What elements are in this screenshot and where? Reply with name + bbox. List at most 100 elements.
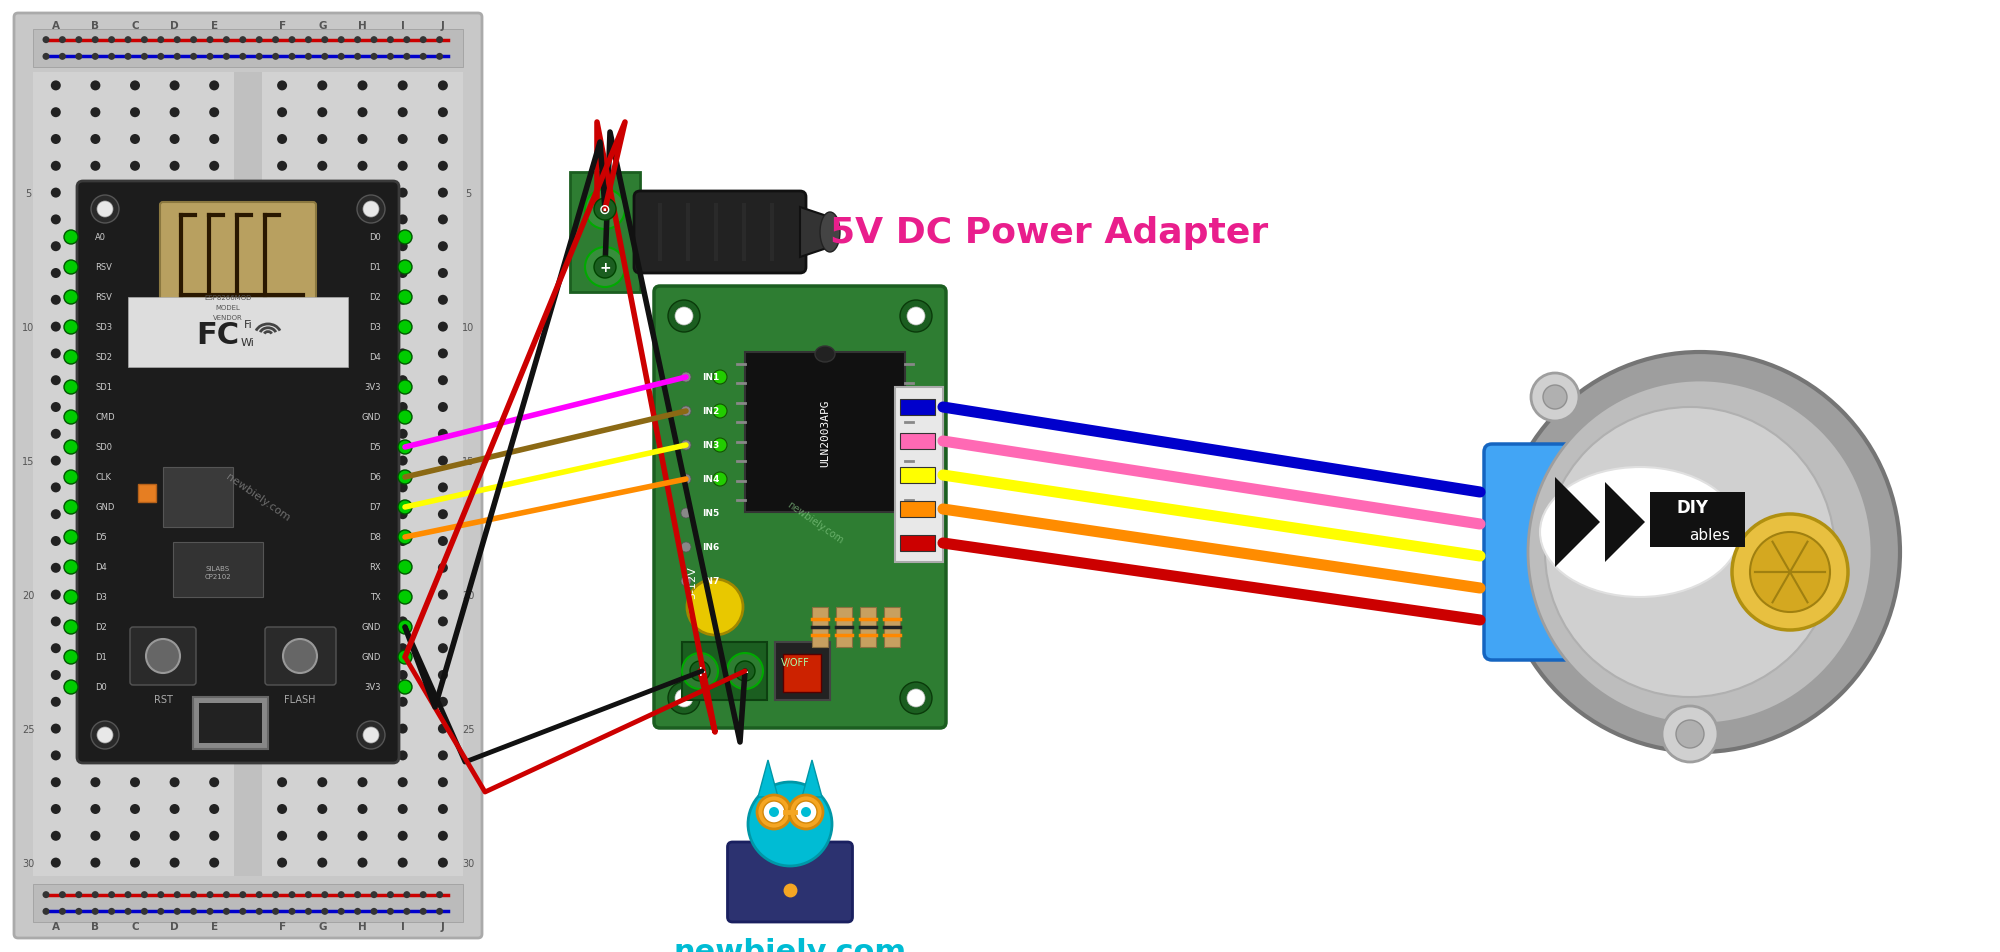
Circle shape (398, 621, 412, 634)
Bar (128, 298, 348, 367)
Text: D0: D0 (96, 683, 106, 692)
Text: 5-12V: 5-12V (688, 566, 698, 599)
Bar (900, 535, 936, 551)
Text: H: H (358, 21, 366, 31)
Circle shape (682, 576, 692, 586)
Circle shape (222, 54, 230, 61)
Circle shape (438, 697, 448, 707)
Circle shape (130, 697, 140, 707)
Text: F: F (278, 21, 286, 31)
Circle shape (278, 109, 288, 118)
Circle shape (174, 54, 180, 61)
Circle shape (278, 295, 288, 306)
Polygon shape (1604, 483, 1644, 563)
Circle shape (64, 530, 78, 545)
Circle shape (130, 295, 140, 306)
Circle shape (358, 456, 368, 466)
Text: 15: 15 (22, 456, 34, 466)
Circle shape (206, 54, 214, 61)
Circle shape (124, 37, 132, 44)
Circle shape (210, 323, 220, 332)
Circle shape (272, 54, 280, 61)
Circle shape (170, 268, 180, 279)
Circle shape (210, 778, 220, 787)
Text: D6: D6 (370, 473, 382, 482)
Polygon shape (758, 761, 778, 797)
Circle shape (358, 831, 368, 841)
Circle shape (398, 230, 412, 245)
Circle shape (92, 908, 98, 915)
Bar (174, 543, 264, 597)
Text: RST: RST (154, 694, 172, 704)
Circle shape (358, 188, 368, 198)
Circle shape (438, 858, 448, 867)
Circle shape (358, 804, 368, 814)
Circle shape (170, 590, 180, 600)
Bar (200, 704, 262, 744)
Text: IN2: IN2 (702, 407, 720, 416)
Circle shape (210, 242, 220, 252)
Circle shape (398, 441, 412, 454)
Circle shape (130, 778, 140, 787)
Circle shape (76, 908, 82, 915)
Circle shape (50, 778, 60, 787)
Circle shape (304, 891, 312, 898)
Circle shape (90, 778, 100, 787)
Circle shape (92, 891, 98, 898)
Circle shape (364, 202, 380, 218)
Circle shape (170, 831, 180, 841)
Circle shape (272, 908, 280, 915)
Circle shape (438, 242, 448, 252)
Circle shape (358, 750, 368, 761)
Circle shape (98, 727, 114, 744)
Circle shape (398, 650, 412, 664)
Circle shape (50, 295, 60, 306)
Circle shape (170, 750, 180, 761)
Circle shape (90, 858, 100, 867)
Bar (836, 607, 852, 647)
Circle shape (278, 858, 288, 867)
Text: D7: D7 (370, 503, 382, 512)
Circle shape (50, 831, 60, 841)
Circle shape (398, 590, 412, 605)
Circle shape (170, 349, 180, 359)
Text: RX: RX (370, 563, 382, 572)
Circle shape (130, 81, 140, 91)
Text: IN4: IN4 (702, 475, 720, 484)
Bar (776, 643, 830, 701)
Circle shape (170, 670, 180, 681)
Circle shape (272, 891, 280, 898)
Ellipse shape (820, 213, 840, 252)
Text: A: A (52, 921, 60, 931)
Text: D2: D2 (370, 293, 382, 302)
Text: D1: D1 (370, 263, 382, 272)
Text: +: + (694, 664, 706, 678)
Circle shape (50, 564, 60, 573)
Circle shape (358, 644, 368, 653)
Circle shape (90, 349, 100, 359)
Text: 20: 20 (22, 590, 34, 600)
Circle shape (438, 295, 448, 306)
Circle shape (50, 429, 60, 439)
Circle shape (398, 429, 408, 439)
Circle shape (222, 891, 230, 898)
Circle shape (318, 804, 328, 814)
Circle shape (278, 778, 288, 787)
Circle shape (206, 908, 214, 915)
Text: GND: GND (362, 623, 382, 632)
Circle shape (170, 81, 180, 91)
Circle shape (170, 536, 180, 546)
Text: 30: 30 (22, 858, 34, 867)
Polygon shape (1556, 478, 1600, 567)
FancyBboxPatch shape (130, 627, 196, 685)
Circle shape (278, 564, 288, 573)
Circle shape (404, 908, 410, 915)
Circle shape (398, 188, 408, 198)
Circle shape (64, 470, 78, 485)
Circle shape (358, 429, 368, 439)
Circle shape (210, 750, 220, 761)
Circle shape (398, 750, 408, 761)
Circle shape (682, 441, 692, 450)
Circle shape (130, 323, 140, 332)
FancyBboxPatch shape (78, 182, 400, 764)
